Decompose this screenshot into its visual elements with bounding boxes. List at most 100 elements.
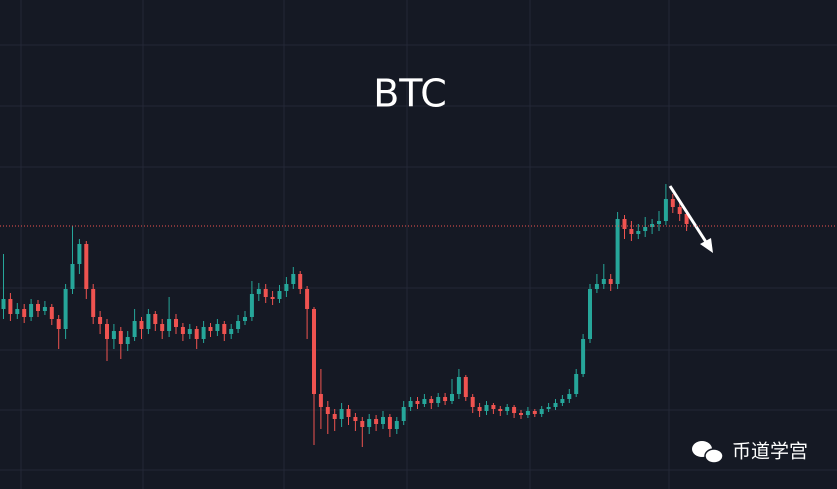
- candle-body: [608, 279, 613, 284]
- candle-body: [91, 289, 96, 317]
- candle-body: [663, 199, 668, 221]
- candle-body: [111, 331, 116, 339]
- candle-body: [243, 317, 247, 321]
- candle-body: [312, 309, 316, 394]
- candle-body: [629, 229, 634, 234]
- candle-body: [132, 321, 137, 337]
- candle-body: [70, 264, 75, 289]
- candle-body: [56, 319, 61, 329]
- candle-body: [477, 407, 482, 411]
- candle-body: [84, 244, 89, 289]
- candle-body: [588, 289, 592, 339]
- candle-body: [174, 319, 178, 327]
- candle-body: [63, 289, 68, 329]
- candle-body: [146, 314, 151, 329]
- watermark: 币道学宫: [692, 441, 808, 464]
- candle-body: [670, 199, 675, 207]
- candle-body: [15, 309, 20, 314]
- candle-body: [236, 321, 241, 329]
- candle-body: [574, 374, 579, 394]
- candle-body: [353, 417, 358, 421]
- candle-body: [491, 405, 496, 409]
- candle-body: [187, 329, 192, 334]
- candle-body: [180, 327, 185, 334]
- candle-body: [615, 219, 620, 284]
- candle-body: [229, 329, 234, 334]
- candle-body: [160, 324, 165, 331]
- candle-body: [284, 284, 289, 291]
- candle-body: [512, 407, 517, 413]
- candle-body: [581, 339, 586, 374]
- arrow-line: [668, 185, 708, 243]
- candle-body: [325, 407, 330, 414]
- candle-body: [49, 307, 54, 319]
- candle-body: [277, 291, 282, 299]
- candle-body: [415, 401, 420, 404]
- candle-body: [622, 219, 627, 229]
- candle-body: [360, 421, 365, 427]
- candle-body: [215, 324, 220, 331]
- candle-body: [291, 274, 296, 284]
- candle-body: [29, 304, 34, 317]
- candle-body: [401, 407, 406, 421]
- candle-body: [42, 307, 47, 311]
- candle-body: [456, 377, 461, 394]
- candle-body: [643, 227, 648, 231]
- candle-body: [263, 289, 268, 297]
- arrow-head: [700, 238, 713, 253]
- wechat-icon: [704, 448, 724, 464]
- candle-body: [118, 331, 123, 344]
- candle-body: [8, 299, 13, 314]
- candle-body: [98, 317, 103, 324]
- candle-body: [525, 411, 530, 415]
- candle-body: [677, 207, 682, 214]
- candle-body: [318, 394, 323, 407]
- candle-body: [125, 337, 130, 344]
- candle-body: [222, 324, 227, 334]
- candle-body: [650, 224, 655, 227]
- candle-body: [429, 399, 434, 403]
- candle-body: [22, 309, 27, 317]
- candle-body: [381, 417, 385, 424]
- candle-body: [505, 407, 510, 411]
- candle-body: [77, 244, 82, 264]
- candle-body: [553, 403, 558, 407]
- candle-body: [560, 399, 565, 403]
- candle-body: [194, 329, 199, 339]
- candle-body: [498, 409, 503, 411]
- candle-body: [270, 297, 275, 299]
- candle-body: [657, 221, 661, 224]
- candle-body: [539, 409, 544, 414]
- candle-body: [532, 411, 537, 414]
- candle-body: [298, 274, 303, 289]
- candle-body: [339, 409, 344, 419]
- candle-body: [636, 231, 641, 234]
- candle-body: [167, 319, 172, 331]
- candle-body: [36, 304, 40, 311]
- candle-body: [201, 327, 206, 339]
- candle-body: [256, 289, 261, 294]
- watermark-text: 币道学宫: [732, 441, 808, 463]
- candle-body: [450, 394, 454, 401]
- candle-body: [594, 284, 599, 289]
- candle-body: [484, 405, 489, 411]
- candle-body: [387, 417, 392, 429]
- candle-body: [684, 214, 689, 224]
- candles: [1, 184, 689, 447]
- candle-body: [139, 321, 144, 329]
- trend-arrow: [668, 185, 713, 253]
- candle-body: [249, 294, 254, 317]
- candle-body: [601, 279, 606, 284]
- candle-body: [1, 299, 6, 309]
- candle-body: [519, 413, 523, 415]
- candle-body: [546, 407, 551, 409]
- candle-body: [394, 421, 399, 429]
- candle-body: [367, 419, 372, 427]
- candle-body: [463, 377, 468, 397]
- candle-body: [346, 409, 351, 417]
- candle-body: [105, 324, 109, 339]
- candle-body: [408, 401, 413, 407]
